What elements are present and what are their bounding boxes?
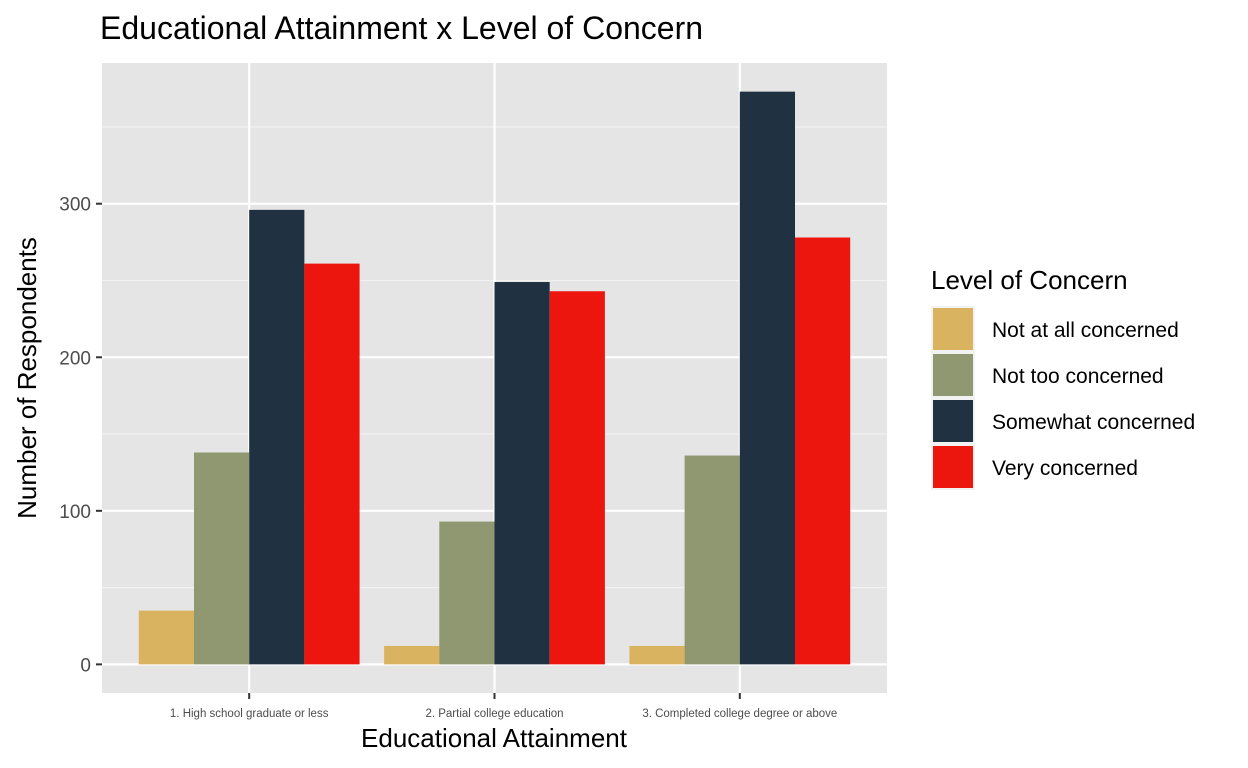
bar xyxy=(249,209,305,665)
legend-title: Level of Concern xyxy=(931,265,1128,295)
bar xyxy=(304,263,360,665)
y-axis: 0 100 200 300 xyxy=(59,195,102,676)
bar xyxy=(138,610,194,665)
bar xyxy=(193,452,250,665)
x-axis-title: Educational Attainment xyxy=(361,723,628,753)
x-tick-label: 2. Partial college education xyxy=(425,708,563,720)
y-tick-label: 0 xyxy=(80,655,91,676)
legend-label: Not at all concerned xyxy=(992,319,1179,342)
bar xyxy=(629,645,685,665)
legend-label: Not too concerned xyxy=(992,365,1164,388)
bar xyxy=(494,282,550,665)
bars xyxy=(138,91,851,665)
legend-label: Very concerned xyxy=(992,457,1138,480)
x-tick-label: 1. High school graduate or less xyxy=(170,708,329,720)
y-tick-label: 300 xyxy=(59,195,91,216)
bar xyxy=(549,291,605,665)
bar xyxy=(795,237,851,665)
x-axis: 1. High school graduate or less 2. Partia… xyxy=(170,693,837,720)
bar xyxy=(684,455,740,665)
y-tick-label: 200 xyxy=(59,348,91,369)
y-axis-title: Number of Respondents xyxy=(12,237,42,519)
legend: Level of Concern Not at all concerned Not… xyxy=(931,265,1195,490)
legend-swatch xyxy=(933,446,973,488)
bar xyxy=(739,91,796,665)
bar xyxy=(439,521,495,665)
legend-swatch xyxy=(933,400,973,442)
legend-swatch xyxy=(933,354,973,396)
bar xyxy=(384,645,440,665)
x-tick-label: 3. Completed college degree or above xyxy=(642,708,837,720)
legend-swatch xyxy=(933,308,973,350)
y-tick-label: 100 xyxy=(59,502,91,523)
chart-title: Educational Attainment x Level of Concer… xyxy=(100,10,703,46)
legend-label: Somewhat concerned xyxy=(992,411,1195,434)
